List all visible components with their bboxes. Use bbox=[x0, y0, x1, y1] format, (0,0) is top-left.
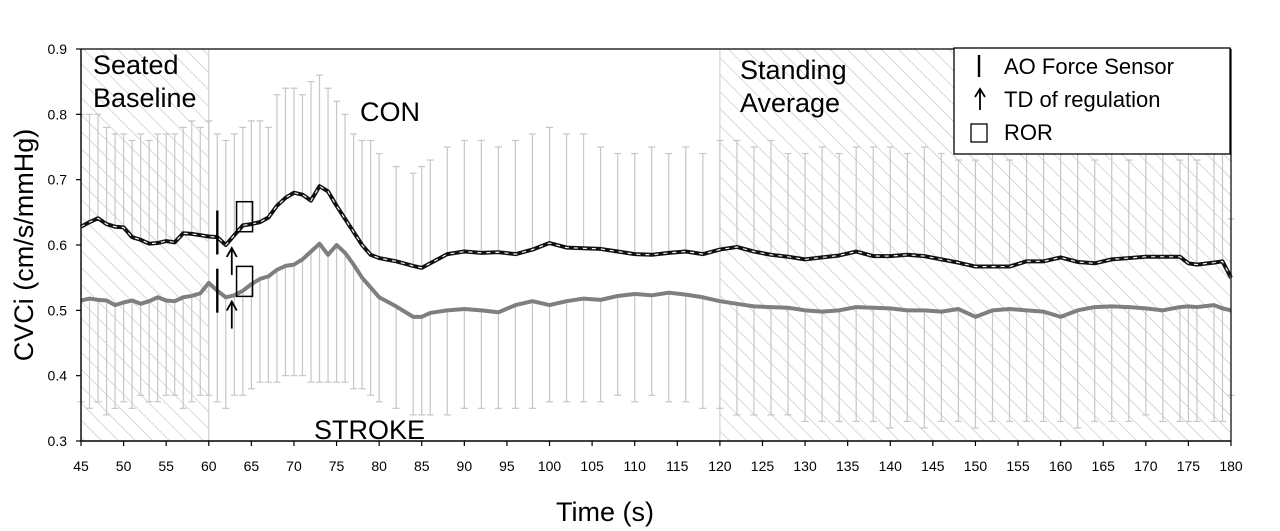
region-label-seated-line2: Baseline bbox=[93, 83, 197, 113]
y-tick-label: 0.6 bbox=[48, 237, 68, 253]
ror-marker-stroke bbox=[235, 265, 254, 298]
x-tick-label: 80 bbox=[371, 458, 387, 474]
legend-label-ror: ROR bbox=[1004, 120, 1053, 145]
x-tick-label: 100 bbox=[538, 458, 562, 474]
con-series-dash bbox=[80, 185, 1232, 278]
x-tick-label: 95 bbox=[499, 458, 515, 474]
region-label-seated-line1: Seated bbox=[93, 50, 179, 80]
x-tick-label: 150 bbox=[964, 458, 988, 474]
x-tick-label: 155 bbox=[1006, 458, 1030, 474]
x-tick-label: 180 bbox=[1219, 458, 1243, 474]
series-lines bbox=[80, 184, 1233, 319]
y-tick-label: 0.4 bbox=[48, 368, 68, 384]
x-tick-label: 160 bbox=[1049, 458, 1073, 474]
x-axis-title: Time (s) bbox=[556, 497, 654, 527]
series-label-con: CON bbox=[360, 97, 420, 127]
y-tick-label: 0.3 bbox=[48, 433, 68, 449]
legend-label-td: TD of regulation bbox=[1004, 87, 1161, 112]
x-tick-label: 60 bbox=[201, 458, 217, 474]
x-tick-label: 50 bbox=[116, 458, 132, 474]
td-regulation-arrow-stroke bbox=[225, 299, 238, 329]
x-tick-label: 55 bbox=[158, 458, 174, 474]
y-tick-label: 0.9 bbox=[48, 41, 68, 57]
x-tick-label: 135 bbox=[836, 458, 860, 474]
series-label-stroke: STROKE bbox=[314, 415, 425, 445]
x-tick-label: 120 bbox=[708, 458, 732, 474]
y-axis-title: CVCi (cm/s/mmHg) bbox=[9, 129, 39, 361]
x-tick-label: 65 bbox=[244, 458, 260, 474]
x-tick-label: 125 bbox=[751, 458, 775, 474]
y-tick-label: 0.5 bbox=[48, 302, 68, 318]
x-tick-label: 165 bbox=[1092, 458, 1116, 474]
legend-box bbox=[953, 47, 1231, 155]
td-arrow-head bbox=[225, 246, 238, 258]
x-tick-label: 105 bbox=[580, 458, 604, 474]
x-tick-label: 75 bbox=[329, 458, 345, 474]
legend-ror-symbol bbox=[970, 123, 988, 143]
ror-marker-con bbox=[235, 200, 254, 233]
shaded-region-seated-baseline bbox=[80, 48, 210, 442]
td-arrow-head bbox=[225, 299, 238, 312]
x-tick-label: 145 bbox=[921, 458, 945, 474]
y-tick-label: 0.8 bbox=[48, 106, 68, 122]
x-tick-label: 70 bbox=[286, 458, 302, 474]
x-tick-label: 85 bbox=[414, 458, 430, 474]
event-markers bbox=[216, 200, 254, 329]
x-tick-label: 115 bbox=[666, 458, 689, 474]
legend-label-sensor: AO Force Sensor bbox=[1004, 54, 1174, 79]
x-tick-label: 175 bbox=[1177, 458, 1201, 474]
legend-arrow-symbol bbox=[974, 87, 986, 110]
y-tick-label: 0.7 bbox=[48, 172, 68, 188]
x-tick-label: 130 bbox=[793, 458, 817, 474]
legend: AO Force Sensor TD of regulation ROR bbox=[953, 47, 1231, 155]
td-regulation-arrow-con bbox=[225, 246, 238, 275]
x-tick-label: 90 bbox=[457, 458, 473, 474]
x-tick-label: 45 bbox=[73, 458, 89, 474]
x-tick-label: 140 bbox=[879, 458, 903, 474]
axes: 45 50 55 60 65 70 75 80 85 90 95 100 105 110 115 120 125… bbox=[48, 41, 1243, 474]
stroke-series-line bbox=[80, 241, 1232, 319]
x-tick-label: 170 bbox=[1134, 458, 1158, 474]
x-tick-label: 110 bbox=[624, 458, 647, 474]
region-label-standing-line2: Average bbox=[740, 88, 840, 118]
region-label-standing-line1: Standing bbox=[740, 55, 847, 85]
